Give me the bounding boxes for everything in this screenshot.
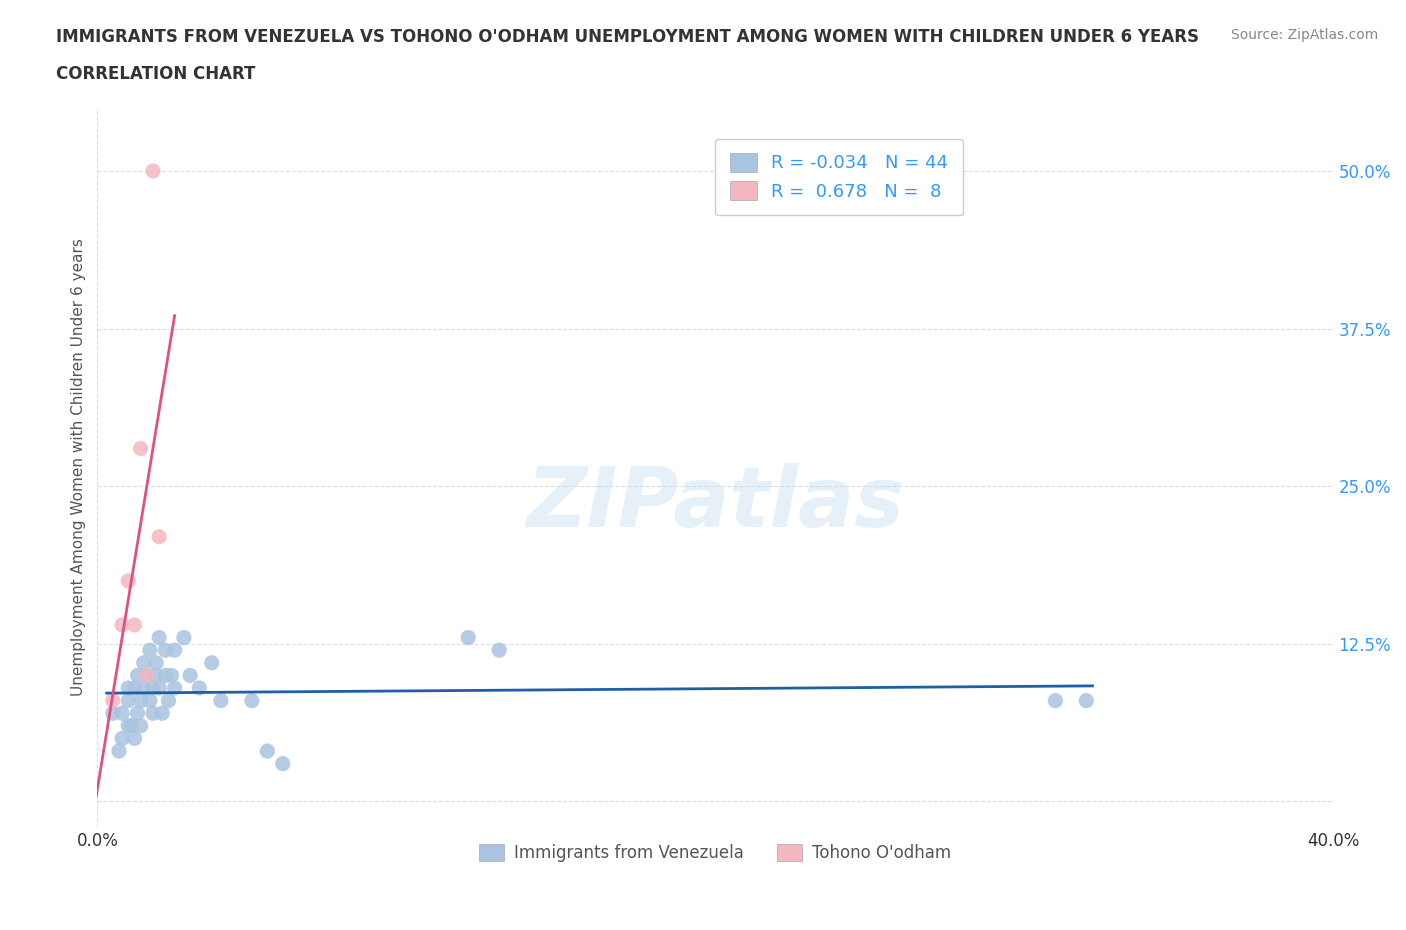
Point xyxy=(209,693,232,708)
Point xyxy=(148,681,170,696)
Text: ZIPatlas: ZIPatlas xyxy=(526,463,904,544)
Point xyxy=(129,441,152,456)
Point xyxy=(111,706,134,721)
Point xyxy=(142,681,165,696)
Point xyxy=(157,693,180,708)
Point xyxy=(240,693,263,708)
Point xyxy=(160,668,183,683)
Point xyxy=(179,668,201,683)
Point xyxy=(173,631,195,645)
Point xyxy=(108,744,131,759)
Point xyxy=(124,731,146,746)
Point xyxy=(129,718,152,733)
Point xyxy=(1045,693,1067,708)
Point xyxy=(163,643,186,658)
Y-axis label: Unemployment Among Women with Children Under 6 years: Unemployment Among Women with Children U… xyxy=(72,238,86,697)
Text: Source: ZipAtlas.com: Source: ZipAtlas.com xyxy=(1230,28,1378,42)
Point xyxy=(117,681,139,696)
Text: CORRELATION CHART: CORRELATION CHART xyxy=(56,65,256,83)
Point xyxy=(135,668,157,683)
Point xyxy=(256,744,278,759)
Point xyxy=(135,668,157,683)
Point xyxy=(129,693,152,708)
Point xyxy=(457,631,479,645)
Point xyxy=(111,618,134,632)
Point xyxy=(124,618,146,632)
Point xyxy=(132,656,155,671)
Point xyxy=(117,693,139,708)
Point xyxy=(101,706,124,721)
Point xyxy=(201,656,224,671)
Point xyxy=(124,681,146,696)
Point xyxy=(163,681,186,696)
Point xyxy=(127,706,149,721)
Point xyxy=(148,631,170,645)
Point xyxy=(155,668,177,683)
Point xyxy=(150,706,173,721)
Point xyxy=(142,706,165,721)
Point xyxy=(148,529,170,544)
Legend: Immigrants from Venezuela, Tohono O'odham: Immigrants from Venezuela, Tohono O'odha… xyxy=(472,837,959,869)
Point xyxy=(188,681,211,696)
Point xyxy=(139,643,162,658)
Point xyxy=(145,656,167,671)
Point xyxy=(101,693,124,708)
Point xyxy=(111,731,134,746)
Point xyxy=(1076,693,1098,708)
Point xyxy=(155,643,177,658)
Point xyxy=(120,718,142,733)
Point xyxy=(271,756,294,771)
Point xyxy=(132,681,155,696)
Point xyxy=(117,574,139,589)
Point xyxy=(488,643,510,658)
Point xyxy=(117,718,139,733)
Text: IMMIGRANTS FROM VENEZUELA VS TOHONO O'ODHAM UNEMPLOYMENT AMONG WOMEN WITH CHILDR: IMMIGRANTS FROM VENEZUELA VS TOHONO O'OD… xyxy=(56,28,1199,46)
Point xyxy=(127,668,149,683)
Point xyxy=(139,693,162,708)
Point xyxy=(145,668,167,683)
Point xyxy=(142,164,165,179)
